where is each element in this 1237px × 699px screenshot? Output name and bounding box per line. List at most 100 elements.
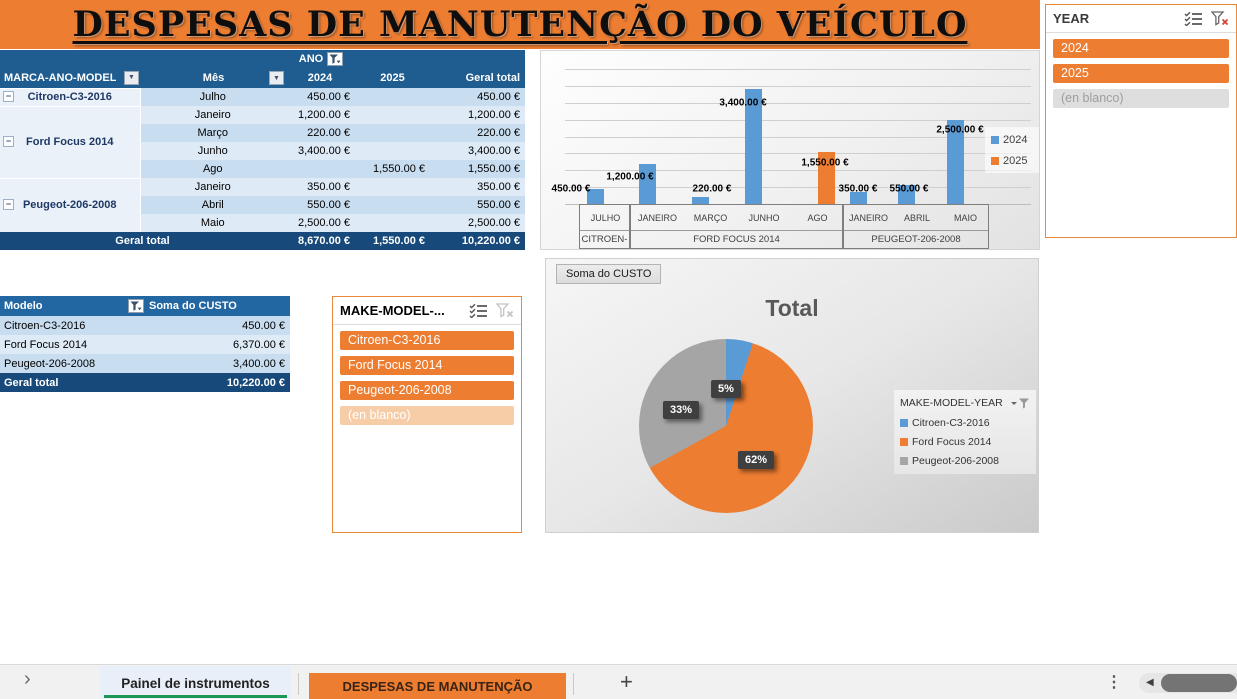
legend-entry[interactable]: 2025 <box>991 155 1039 167</box>
bar-2024[interactable] <box>898 185 915 204</box>
overflow-menu-icon[interactable]: ⋮ <box>1106 674 1122 691</box>
make-model-slicer-item[interactable]: Citroen-C3-2016 <box>340 331 514 350</box>
collapse-button[interactable]: − <box>3 91 14 102</box>
pivot-row: Abril 550.00 €550.00 € <box>0 196 525 214</box>
pivot-group-cell: − Peugeot-206-2008 <box>0 177 141 232</box>
bar-2024[interactable] <box>849 192 867 204</box>
value-2024-cell <box>285 160 355 178</box>
bar-2024[interactable] <box>745 89 762 204</box>
bar-2024[interactable] <box>946 119 964 204</box>
pivot-row: Ago 1,550.00 €1,550.00 € <box>0 160 525 178</box>
model-total-row: Geral total 10,220.00 € <box>0 373 290 392</box>
year-slicer-item[interactable]: 2024 <box>1053 39 1229 58</box>
ano-field-cell: ANO <box>285 50 355 68</box>
pie-legend-entry[interactable]: Peugeot-206-2008 <box>900 455 1030 467</box>
title-banner: DESPESAS DE MANUTENÇÃO DO VEÍCULO <box>0 0 1040 49</box>
grand-total-label: Geral total <box>0 232 285 250</box>
bar-2024[interactable] <box>638 163 656 204</box>
modelo-filter-icon[interactable] <box>128 299 144 313</box>
sheet-nav-chevron-icon[interactable]: › <box>24 668 31 690</box>
value-2025-cell <box>355 88 430 106</box>
grand-total-2025: 1,550.00 € <box>355 232 430 250</box>
row-total-cell: 3,400.00 € <box>430 142 525 160</box>
bar-2024[interactable] <box>691 196 709 204</box>
bar-data-label: 1,550.00 € <box>801 157 849 169</box>
month-cell: Ago <box>140 160 285 178</box>
legend-color-swatch <box>900 457 908 465</box>
model-table-row: Citroen-C3-2016 450.00 € <box>0 316 290 335</box>
pie-chart[interactable] <box>639 339 813 513</box>
bar-2024[interactable] <box>586 188 604 204</box>
modelo-header-label: Modelo <box>4 300 43 312</box>
horizontal-scrollbar[interactable]: ◀ <box>1139 673 1237 693</box>
chart-gridline <box>565 119 1031 121</box>
chart-gridline <box>565 102 1031 104</box>
scrollbar-thumb[interactable] <box>1161 674 1237 692</box>
pivot-row: Junho 3,400.00 €3,400.00 € <box>0 142 525 160</box>
model-summary-table: Modelo Soma do CUSTO Citroen-C3-2016 450.… <box>0 296 290 392</box>
year-slicer: YEAR 2024 2025 (en blanco) <box>1045 4 1237 238</box>
model-table-row: Ford Focus 2014 6,370.00 € <box>0 335 290 354</box>
bar-data-label: 1,200.00 € <box>606 171 654 183</box>
pivot-grand-total-row: Geral total 8,670.00 €1,550.00 €10,220.00… <box>0 232 525 250</box>
year-slicer-item[interactable]: (en blanco) <box>1053 89 1229 108</box>
value-2024-cell: 350.00 € <box>285 178 355 196</box>
axis-group-label: FORD FOCUS 2014 <box>693 233 780 245</box>
add-sheet-button[interactable]: + <box>620 669 633 694</box>
legend-entry[interactable]: 2024 <box>991 134 1039 146</box>
year-clear-filter-icon[interactable] <box>1211 10 1229 27</box>
model-name-cell: Citroen-C3-2016 <box>0 316 145 335</box>
active-tab-underline <box>104 695 287 698</box>
pie-chart-title: Total <box>765 295 819 321</box>
pivot-row: − Citroen-C3-2016 Julho 450.00 €450.00 € <box>0 87 525 106</box>
bar-chart[interactable]: 450.00 € 1,200.00 € 220.00 € 3,400.00 € 1,55… <box>540 50 1040 250</box>
value-2025-cell <box>355 214 430 232</box>
tab-despesas-de-manutencao[interactable]: DESPESAS DE MANUTENÇÃO <box>309 673 566 699</box>
make-model-multiselect-icon[interactable] <box>469 303 488 318</box>
make-model-clear-filter-icon[interactable] <box>496 302 514 319</box>
model-total-label: Geral total <box>0 373 145 392</box>
make-model-slicer-title: MAKE-MODEL-... <box>340 303 445 318</box>
bar-2025[interactable] <box>817 151 835 204</box>
ano-filter-icon[interactable] <box>327 52 344 66</box>
axis-group-box: JULHO CITROEN- <box>579 204 630 249</box>
collapse-button[interactable]: − <box>3 199 14 211</box>
pivot-row: − Peugeot-206-2008 Janeiro 350.00 €350.00 € <box>0 177 525 232</box>
value-2024-cell: 450.00 € <box>285 88 355 106</box>
collapse-button[interactable]: − <box>3 136 14 147</box>
make-model-slicer-item[interactable]: Ford Focus 2014 <box>340 356 514 375</box>
chart-gridline <box>565 85 1031 87</box>
row-total-cell: 220.00 € <box>430 124 525 142</box>
year-2025-header: 2025 <box>355 68 430 88</box>
make-model-slicer-item[interactable]: (en blanco) <box>340 406 514 425</box>
make-model-slicer-header: MAKE-MODEL-... <box>333 297 521 325</box>
pie-legend-filter-icon[interactable] <box>1010 398 1030 409</box>
pie-legend-entry[interactable]: Ford Focus 2014 <box>900 436 1030 448</box>
scroll-left-arrow-icon[interactable]: ◀ <box>1146 677 1154 688</box>
pie-legend-entry[interactable]: Citroen-C3-2016 <box>900 417 1030 429</box>
value-2025-cell: 1,550.00 € <box>355 160 430 178</box>
year-multiselect-icon[interactable] <box>1184 11 1203 26</box>
bar-data-label: 350.00 € <box>838 183 878 195</box>
tab-painel-de-instrumentos[interactable]: Painel de instrumentos <box>100 666 291 699</box>
axis-group-label: CITROEN- <box>581 233 628 245</box>
axis-month-row: JULHO <box>580 205 629 231</box>
value-2025-cell <box>355 124 430 142</box>
mes-dropdown-icon[interactable]: ▼ <box>269 71 284 85</box>
month-cell: Março <box>140 124 285 142</box>
row-field-label: MARCA-ANO-MODEL <box>4 71 117 84</box>
soma-custo-field-button[interactable]: Soma do CUSTO <box>556 264 662 284</box>
chart-gridline <box>565 69 1031 70</box>
marca-dropdown-icon[interactable]: ▼ <box>124 70 139 85</box>
make-model-slicer-item[interactable]: Peugeot-206-2008 <box>340 381 514 400</box>
legend-label: 2025 <box>1003 155 1028 167</box>
year-slicer-item[interactable]: 2025 <box>1053 64 1229 83</box>
grand-total-all: 10,220.00 € <box>430 232 525 250</box>
pivot-header-row: MARCA-ANO-MODEL ▼ Mês ▼ 2024 2025 Geral … <box>0 68 525 88</box>
pie-legend: MAKE-MODEL-YEAR Citroen-C3-2016 Ford Focu… <box>894 390 1036 474</box>
legend-color-swatch <box>991 136 999 144</box>
value-2025-cell <box>355 142 430 160</box>
legend-color-swatch <box>991 157 999 165</box>
value-2024-cell: 1,200.00 € <box>285 106 355 124</box>
tab-separator <box>298 673 299 695</box>
